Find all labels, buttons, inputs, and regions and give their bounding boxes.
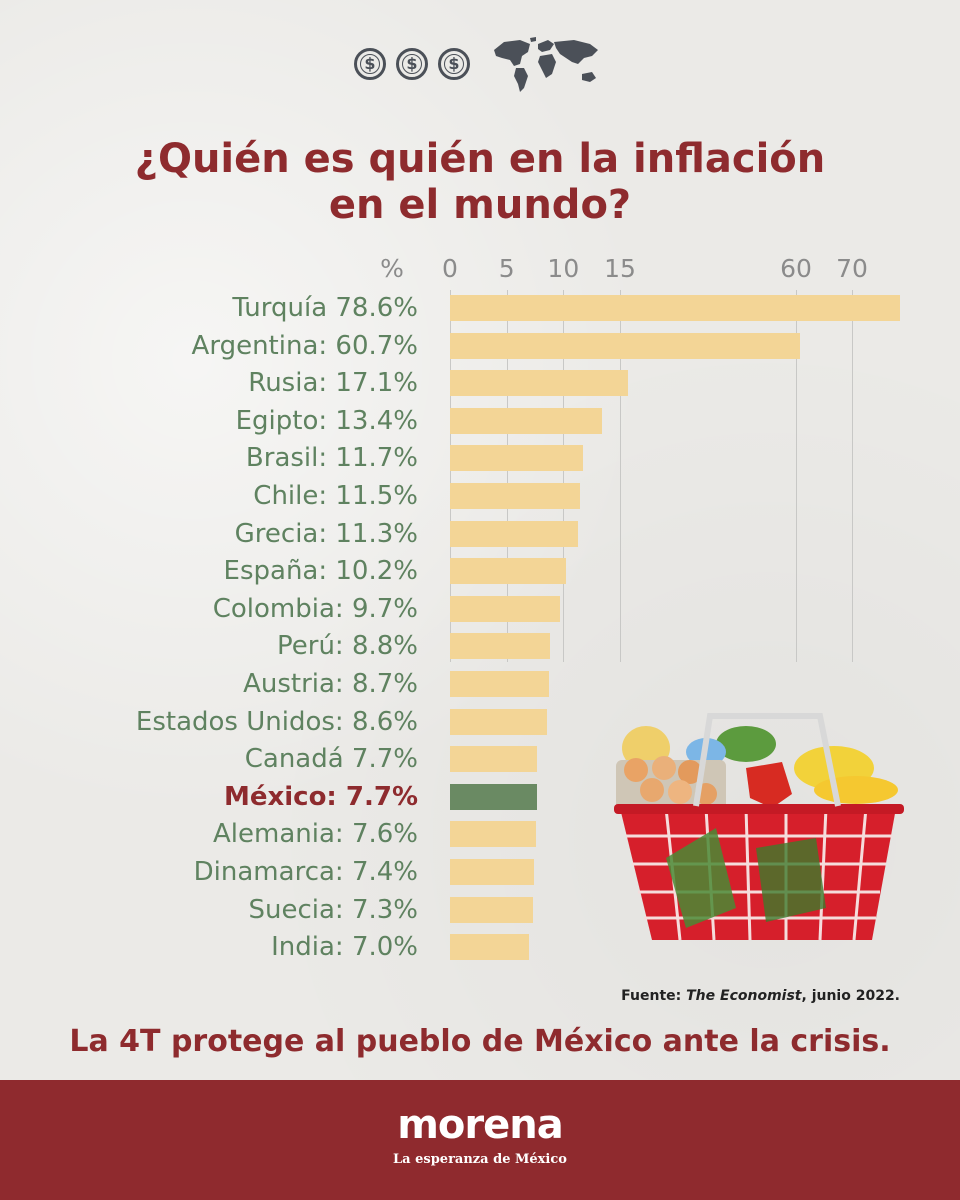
category-label: España: 10.2% [223,556,418,587]
bar-estados-unidos [450,708,548,735]
bar-dinamarca [450,859,534,885]
gridline [852,290,853,662]
gridline [796,290,797,662]
brand-tagline: La esperanza de México [393,1152,567,1167]
bar-egipto [450,407,602,434]
category-label: Canadá 7.7% [244,744,418,775]
x-tick-label: 15 [604,254,636,283]
source-note: Fuente: The Economist, junio 2022. [621,988,900,1004]
bar-chile [450,483,581,509]
bar-turquía [450,295,901,321]
bar-perú [450,633,550,660]
category-label: Colombia: 9.7% [212,593,418,624]
bar-india [450,934,530,961]
slogan: La 4T protege al pueblo de México ante l… [69,1024,891,1059]
shopping-basket-icon [614,713,904,941]
bar-alemania [450,821,537,848]
x-tick-label: 60 [780,254,812,283]
bar-grecia [450,520,579,547]
category-label: Argentina: 60.7% [191,330,418,361]
dollar-coin-icon: $ [354,48,386,80]
dollar-coin-icon: $ [396,48,428,80]
gridline [563,290,565,662]
category-label: Egipto: 13.4% [235,405,418,436]
brand-logo: morena [397,1102,563,1148]
category-label: Austria: 8.7% [243,669,418,699]
chart-title-line-1: ¿Quién es quién en la inflación [134,136,826,182]
chart-title-line-2: en el mundo? [328,182,632,228]
bar-rusia [450,370,629,397]
bar-brasil [450,445,583,472]
category-label: Grecia: 11.3% [234,518,418,549]
category-label: Brasil: 11.7% [245,443,418,474]
category-label: Turquía 78.6% [232,293,418,323]
x-tick-label: 0 [442,254,458,283]
gridline [620,290,621,662]
bar-austria [450,671,549,697]
category-label: Rusia: 17.1% [248,368,418,399]
x-tick-label: 5 [498,254,515,283]
category-label: Estados Unidos: 8.6% [135,706,418,737]
gridline [506,290,508,662]
dollar-coin-icon: $ [438,48,470,80]
bar-argentina [450,332,800,359]
bar-canadá [450,746,538,773]
header-icons: $ $ $ [350,36,610,100]
x-tick-label: 10 [547,254,580,283]
category-label: Chile: 11.5% [253,481,418,511]
gridline [450,290,451,662]
bar-españa [450,558,566,585]
category-label: Suecia: 7.3% [248,894,418,925]
footer-banner: morena La esperanza de México [0,1080,960,1200]
x-tick-label: 70 [836,254,868,283]
world-map-icon [494,37,598,92]
category-label: India: 7.0% [271,932,418,963]
category-label: Dinamarca: 7.4% [193,857,418,887]
axis-unit-label: % [380,254,404,283]
category-label: México: 7.7% [223,781,418,812]
bar-suecia [450,896,533,923]
category-label: Alemania: 7.6% [213,819,418,850]
bar-méxico [450,783,538,810]
category-label: Perú: 8.8% [277,631,418,662]
bar-colombia [450,595,560,622]
